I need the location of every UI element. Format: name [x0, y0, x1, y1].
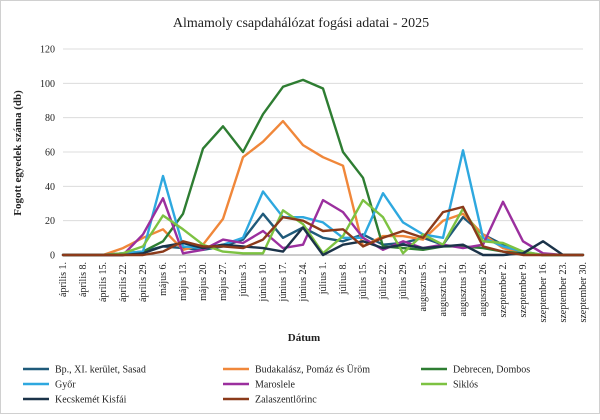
legend-label: Debrecen, Dombos: [453, 365, 530, 376]
x-tick-label: május 6.: [158, 262, 169, 296]
x-tick-label: augusztus 26.: [478, 262, 489, 316]
x-axis-title: Dátum: [288, 332, 320, 344]
x-tick-label: május 13.: [178, 262, 189, 301]
x-tick-label: szeptember 30.: [578, 262, 589, 323]
x-axis-ticks: április 1. április 8. április 15. április 2…: [58, 262, 589, 323]
x-tick-label: április 8.: [78, 262, 89, 297]
x-tick-label: április 15.: [98, 262, 109, 302]
x-tick-label: augusztus 19.: [458, 262, 469, 316]
x-tick-label: augusztus 5.: [418, 262, 429, 311]
x-tick-label: április 1.: [58, 262, 69, 297]
legend-label: Kecskemét Kisfái: [55, 395, 127, 406]
x-tick-label: július 8.: [338, 262, 349, 295]
x-tick-label: szeptember 23.: [558, 262, 569, 323]
x-tick-label: július 29.: [398, 262, 409, 300]
y-tick-label: 120: [40, 45, 55, 56]
x-tick-label: július 1.: [318, 262, 329, 295]
x-tick-label: szeptember 2.: [498, 262, 509, 318]
series-line-8: [61, 205, 585, 257]
y-axis-ticks: 0 20 40 60 80 100 120: [40, 45, 55, 262]
legend-label: Budakalász, Pomáz és Üröm: [255, 364, 370, 376]
x-tick-label: szeptember 16.: [538, 262, 549, 323]
legend-label: Bp., XI. kerület, Sasad: [55, 365, 146, 376]
legend: Bp., XI. kerület, Sasad Budakalász, Pomáz…: [23, 364, 530, 406]
x-tick-label: szeptember 9.: [518, 262, 529, 318]
x-tick-label: május 27.: [218, 262, 229, 301]
x-tick-label: június 3.: [238, 262, 249, 297]
legend-label: Zalaszentlőrinc: [255, 395, 317, 406]
x-tick-label: április 29.: [138, 262, 149, 302]
x-tick-label: július 15.: [358, 262, 369, 300]
legend-label: Siklós: [453, 380, 478, 391]
y-tick-label: 80: [45, 113, 55, 124]
y-axis-title: Fogott egyedek száma (db): [12, 90, 24, 216]
legend-label: Maroslele: [255, 380, 296, 391]
y-tick-label: 20: [45, 216, 55, 227]
y-tick-label: 40: [45, 182, 55, 193]
x-tick-label: július 22.: [378, 262, 389, 300]
chart-title: Almamoly csapdahálózat fogási adatai - 2…: [173, 16, 429, 31]
x-tick-label: április 22.: [118, 262, 129, 302]
x-tick-label: augusztus 12.: [438, 262, 449, 316]
series-line-5: [61, 197, 585, 257]
x-tick-label: május 20.: [198, 262, 209, 301]
series-line-7: [61, 226, 585, 257]
y-tick-label: 0: [50, 251, 55, 262]
legend-label: Győr: [55, 380, 76, 391]
x-tick-label: június 24.: [298, 262, 309, 302]
gridlines: [63, 48, 583, 256]
x-tick-label: június 17.: [278, 262, 289, 302]
x-tick-label: június 10.: [258, 262, 269, 302]
series-line-3: [61, 78, 585, 257]
y-tick-label: 100: [40, 79, 55, 90]
series-lines: [61, 78, 585, 257]
y-tick-label: 60: [45, 148, 55, 159]
